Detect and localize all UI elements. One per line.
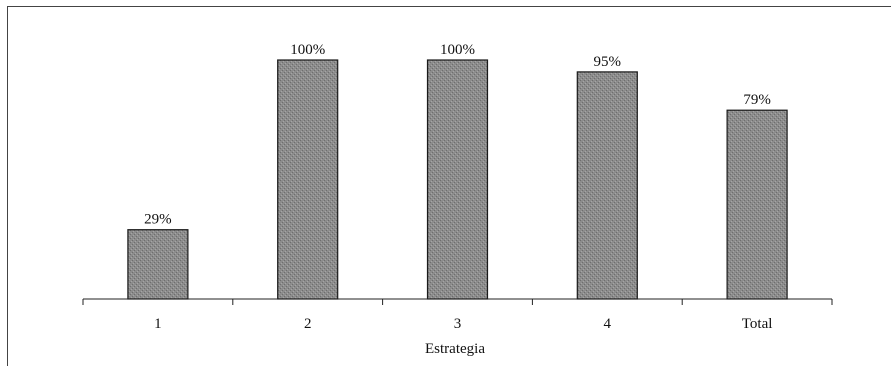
x-axis-ticks (82, 299, 833, 305)
value-labels-layer: 29% 100% 100% 95% 79% (144, 42, 771, 228)
tick-label-3: 3 (454, 316, 462, 332)
tick-label-4: 4 (604, 316, 612, 332)
bars-layer (127, 59, 788, 300)
chart-frame (7, 6, 891, 366)
value-label-2: 100% (290, 42, 325, 58)
tick-label-1: 1 (154, 316, 162, 332)
value-label-total: 79% (743, 92, 771, 108)
value-label-1: 29% (144, 212, 172, 228)
tick-label-2: 2 (304, 316, 312, 332)
tick-label-total: Total (742, 316, 773, 332)
bar-total (726, 109, 788, 300)
bar-4 (576, 71, 638, 300)
x-axis-tick-labels: 1 2 3 4 Total (154, 316, 772, 332)
value-label-3: 100% (440, 42, 475, 58)
x-axis-title: Estrategia (425, 341, 485, 357)
bar-3 (426, 59, 489, 300)
bar-1 (127, 229, 189, 300)
value-label-4: 95% (594, 54, 622, 70)
bar-2 (277, 59, 339, 300)
